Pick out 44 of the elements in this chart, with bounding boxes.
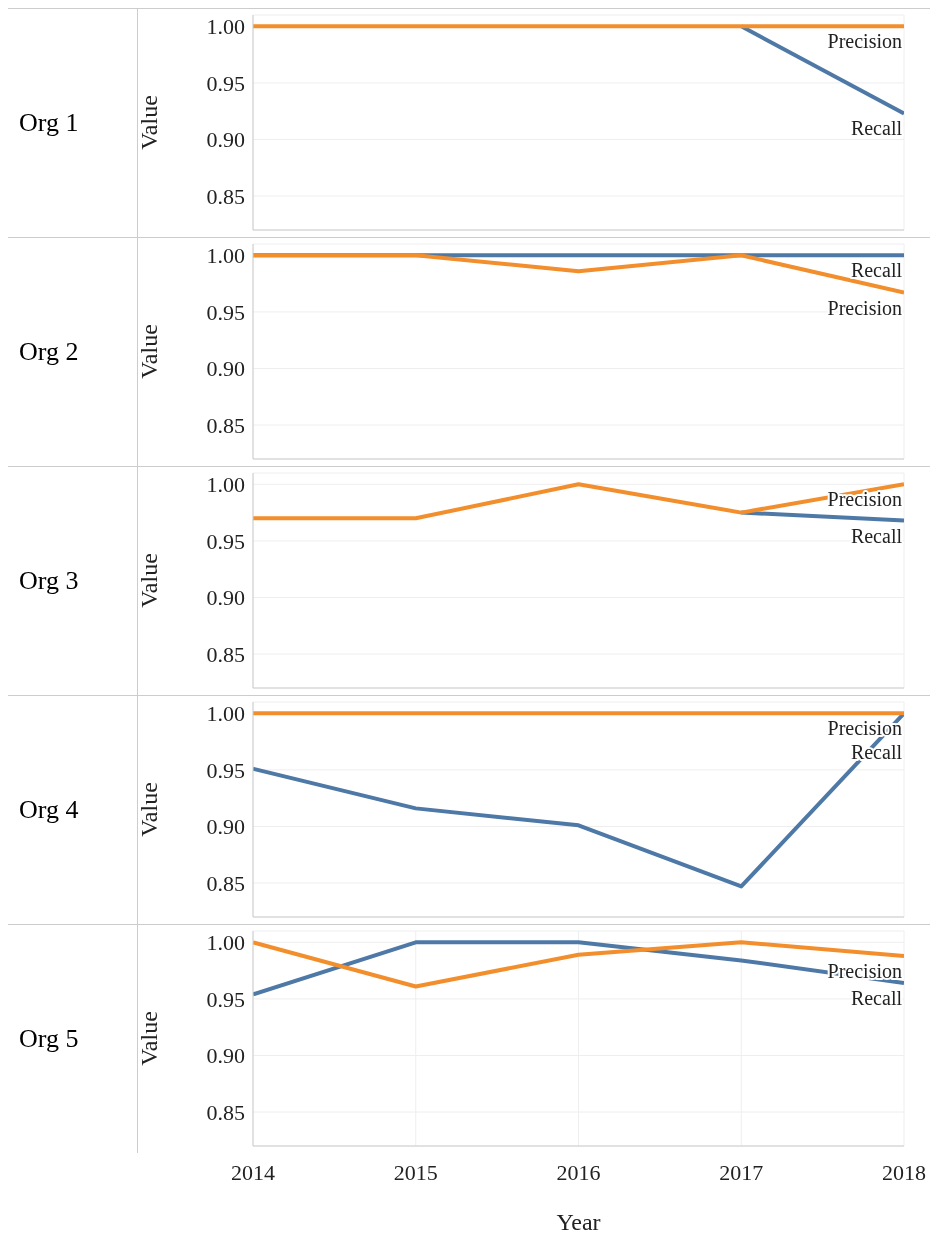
y-tick-label: 0.95 (206, 757, 245, 783)
y-tick-label: 0.90 (206, 585, 245, 611)
y-tick-label: 0.95 (206, 528, 245, 554)
series-label: Precision (827, 296, 902, 319)
y-tick-label: 0.85 (206, 870, 245, 896)
y-tick-label: 0.85 (206, 183, 245, 209)
x-tick-label: 2018 (882, 1159, 926, 1185)
series-label: Recall (850, 524, 903, 547)
x-tick-label: 2017 (719, 1159, 764, 1185)
y-tick-label: 0.85 (206, 641, 245, 667)
y-axis-title: Value (135, 1011, 162, 1066)
y-tick-label: 0.85 (206, 1099, 245, 1125)
series-label: Recall (850, 117, 903, 140)
y-axis-title: Value (135, 95, 162, 150)
y-tick-label: 0.90 (206, 127, 245, 153)
x-tick-label: 2015 (393, 1159, 438, 1185)
series-label: Recall (850, 987, 903, 1010)
series-label: Recall (850, 259, 903, 282)
y-tick-label: 1.00 (206, 701, 245, 727)
y-tick-label: 1.00 (206, 472, 245, 498)
y-tick-label: 0.85 (206, 412, 245, 438)
text: Org 2 (19, 337, 79, 366)
y-tick-label: 0.95 (206, 70, 245, 96)
y-tick-label: 0.95 (206, 299, 245, 325)
x-tick-label: 2016 (556, 1159, 601, 1185)
series-label: Precision (827, 488, 902, 511)
y-tick-label: 0.90 (206, 814, 245, 840)
y-axis-title: Value (135, 782, 162, 837)
y-axis-title: Value (135, 553, 162, 608)
text: Org 4 (19, 795, 79, 824)
series-label: Precision (827, 959, 902, 982)
y-tick-label: 1.00 (206, 14, 245, 40)
text: Org 5 (19, 1024, 79, 1053)
text: Org 3 (19, 566, 79, 595)
y-tick-label: 0.90 (206, 1043, 245, 1069)
y-tick-label: 1.00 (206, 243, 245, 269)
text: Org 1 (19, 108, 79, 137)
x-tick-label: 2014 (231, 1159, 275, 1185)
y-axis-title: Value (135, 324, 162, 379)
y-tick-label: 0.90 (206, 356, 245, 382)
y-tick-label: 1.00 (206, 930, 245, 956)
x-axis-title: Year (556, 1209, 601, 1235)
series-label: Precision (827, 30, 902, 53)
y-tick-label: 0.95 (206, 986, 245, 1012)
